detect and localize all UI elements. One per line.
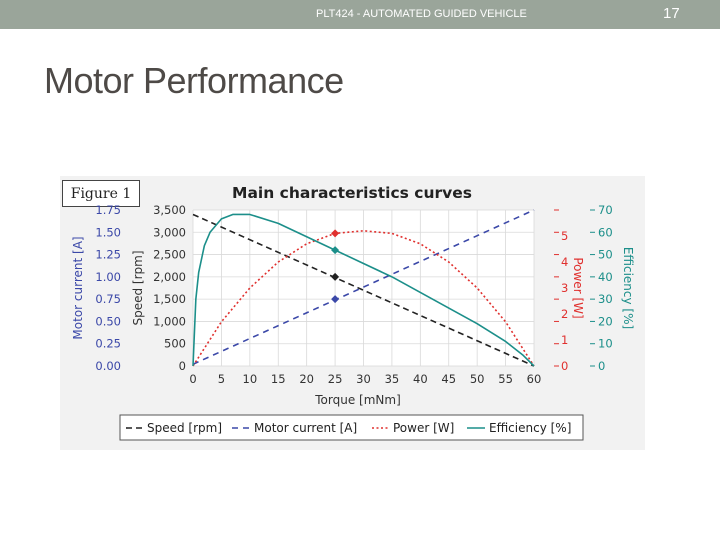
current-tick-label: 1.25: [95, 248, 121, 262]
series-efficiency-line: [192, 213, 535, 367]
speed-tick-label: 3,500: [153, 203, 186, 217]
operating-point-marker: [331, 229, 340, 238]
x-tick-label: 40: [413, 372, 428, 386]
x-tick-label: 25: [328, 372, 343, 386]
x-tick-label: 0: [189, 372, 196, 386]
current-tick-label: 0.50: [95, 314, 121, 328]
speed-tick-label: 500: [164, 337, 186, 351]
series-speed-line: [192, 213, 535, 367]
x-tick-label: 15: [271, 372, 286, 386]
power-tick-label: 5: [561, 229, 568, 243]
efficiency-tick-label: 0: [598, 359, 605, 373]
chart-markers: [331, 229, 340, 304]
speed-tick-label: 2,500: [153, 248, 186, 262]
slide-title: Motor Performance: [44, 60, 344, 101]
speed-tick-label: 3,000: [153, 225, 186, 239]
legend-entry: Power [W]: [393, 421, 454, 435]
efficiency-tick-label: 30: [598, 292, 613, 306]
efficiency-tick-label: 20: [598, 314, 613, 328]
legend-entry: Speed [rpm]: [147, 421, 222, 435]
chart-title: Main characteristics curves: [232, 184, 472, 202]
speed-tick-label: 1,000: [153, 314, 186, 328]
speed-axis-label: Speed [rpm]: [131, 250, 145, 325]
power-tick-label: 0: [561, 359, 568, 373]
series-current-line: [192, 209, 535, 365]
efficiency-tick-label: 70: [598, 203, 613, 217]
power-tick-label: 2: [561, 307, 568, 321]
x-tick-label: 35: [385, 372, 400, 386]
page-number: 17: [663, 5, 680, 22]
x-tick-label: 55: [498, 372, 513, 386]
x-tick-label: 60: [527, 372, 542, 386]
header-bar: [0, 0, 720, 29]
power-tick-label: 3: [561, 281, 568, 295]
power-tick-label: 1: [561, 333, 568, 347]
chart-axes: 0 5 10 15 20 25 30 35 40 45 50 55 6005001,0001,5002,…: [95, 203, 612, 386]
speed-tick-label: 2,000: [153, 270, 186, 284]
chart-legend: Speed [rpm] Motor current [A] Power [W] Eff…: [119, 414, 584, 441]
chart-series: [192, 209, 535, 367]
x-tick-label: 30: [356, 372, 371, 386]
power-axis-label: Power [W]: [571, 257, 585, 318]
current-tick-label: 0.75: [95, 292, 121, 306]
operating-point-marker: [331, 295, 340, 304]
speed-tick-label: 0: [179, 359, 186, 373]
current-tick-label: 0.00: [95, 359, 121, 373]
x-tick-label: 50: [470, 372, 485, 386]
power-tick-label: 4: [561, 255, 568, 269]
x-tick-label: 20: [299, 372, 314, 386]
efficiency-axis-label: Efficiency [%]: [621, 247, 635, 329]
legend-entry: Efficiency [%]: [489, 421, 571, 435]
efficiency-tick-label: 10: [598, 337, 613, 351]
current-tick-label: 0.25: [95, 337, 121, 351]
figure-label: Figure 1: [62, 180, 140, 207]
chart-labels: Main characteristics curves Torque [mNm] M…: [71, 184, 635, 407]
efficiency-tick-label: 50: [598, 248, 613, 262]
legend-entry: Motor current [A]: [254, 421, 357, 435]
operating-point-marker: [331, 246, 340, 255]
efficiency-tick-label: 60: [598, 225, 613, 239]
efficiency-tick-label: 40: [598, 270, 613, 284]
current-tick-label: 1.75: [95, 203, 121, 217]
course-title: PLT424 - AUTOMATED GUIDED VEHICLE: [316, 8, 527, 20]
current-axis-label: Motor current [A]: [71, 236, 85, 339]
x-tick-label: 45: [441, 372, 456, 386]
current-tick-label: 1.50: [95, 225, 121, 239]
operating-point-marker: [331, 272, 340, 281]
speed-tick-label: 1,500: [153, 292, 186, 306]
legend-box: [119, 414, 584, 441]
x-tick-label: 10: [243, 372, 258, 386]
x-tick-label: 5: [218, 372, 225, 386]
chart-grid: [192, 209, 535, 367]
current-tick-label: 1.00: [95, 270, 121, 284]
x-axis-label: Torque [mNm]: [314, 393, 401, 407]
